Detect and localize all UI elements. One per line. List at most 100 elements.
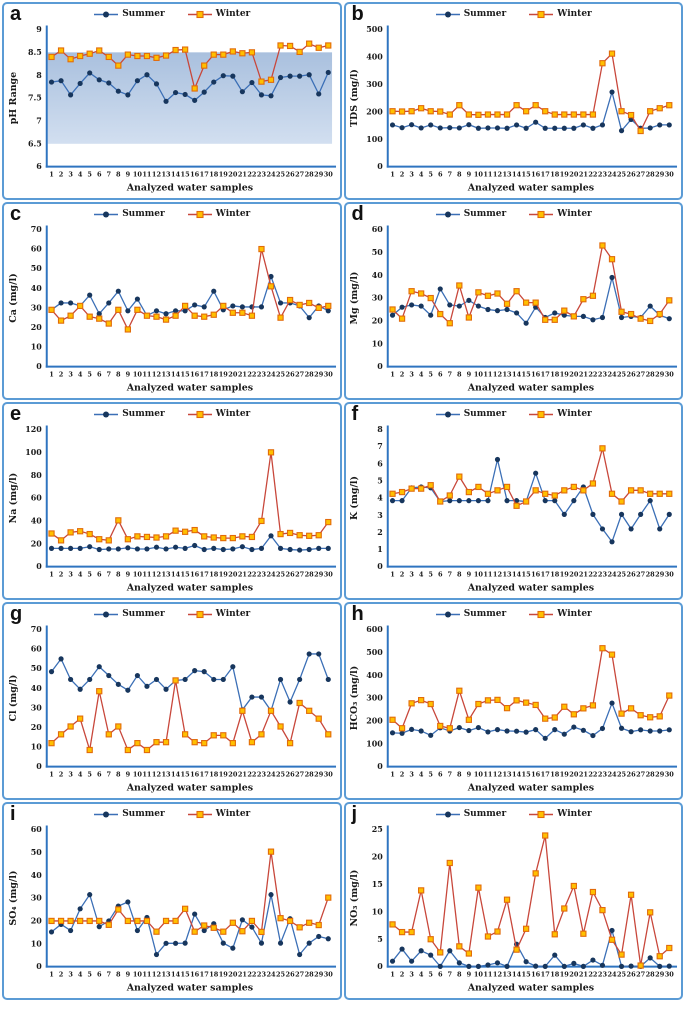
winter-marker [666,297,673,304]
x-tick-label: 20 [228,971,238,979]
summer-marker [485,125,491,131]
summer-marker [153,951,159,958]
x-tick-label: 7 [106,371,111,379]
y-axis-title: TDS (mg/l) [349,69,360,127]
x-tick-label: 5 [429,371,434,379]
legend-item-summer: Summer [435,809,506,819]
winter-marker [618,498,625,505]
y-tick-label: 100 [366,135,383,144]
x-tick-label: 30 [665,571,675,579]
summer-marker [628,526,634,532]
winter-marker [456,282,463,289]
winter-marker [513,288,520,295]
winter-marker [666,944,673,952]
winter-marker [277,915,284,922]
summer-marker [258,545,264,551]
summer-marker [399,125,405,131]
summer-marker [581,122,587,128]
x-tick-label: 6 [438,971,443,979]
winter-marker [286,740,293,747]
x-tick-label: 11 [484,971,493,979]
winter-marker [86,917,93,925]
x-tick-label: 30 [323,171,333,179]
x-tick-label: 18 [209,771,219,779]
winter-marker [570,711,578,718]
x-tick-label: 10 [474,371,484,379]
summer-marker [182,91,188,97]
x-tick-label: 12 [493,171,502,179]
x-tick-label: 8 [457,971,462,979]
winter-marker [408,928,415,936]
x-tick-label: 22 [247,571,256,579]
legend-item-winter: Winter [528,409,592,419]
y-tick-label: 30 [372,294,384,303]
winter-marker [124,51,131,58]
summer-marker [58,300,64,306]
x-tick-label: 17 [541,571,551,579]
summer-marker [523,125,529,131]
x-tick-label: 13 [161,571,171,579]
winter-marker [504,896,511,903]
y-tick-label: 9 [36,25,42,34]
winter-marker [153,54,160,61]
winter-marker [162,917,169,925]
x-tick-label: 20 [228,371,238,379]
x-tick-label: 26 [285,971,295,979]
winter-marker [248,312,255,319]
x-tick-label: 24 [608,971,618,979]
winter-marker [57,537,64,544]
y-tick-label: 5 [377,477,383,486]
legend: Summer Winter [4,807,340,821]
summer-line [51,534,329,551]
summer-marker [495,727,501,733]
legend-item-winter: Winter [187,9,251,19]
winter-marker [248,49,255,56]
x-tick-label: 7 [106,771,111,779]
x-tick-label: 5 [87,771,92,779]
summer-legend-marker-icon [435,211,460,217]
winter-marker [286,296,293,304]
winter-marker [494,928,501,935]
x-tick-label: 16 [531,371,541,379]
x-tick-label: 2 [400,971,405,979]
winter-marker [229,309,236,316]
x-tick-label: 21 [238,571,247,579]
y-tick-label: 30 [30,303,42,312]
y-tick-label: 60 [30,245,42,254]
x-tick-label: 4 [78,571,83,579]
x-tick-label: 18 [209,171,219,179]
summer-marker [230,303,236,309]
summer-marker [172,940,178,946]
summer-marker [437,963,444,969]
summer-marker [485,498,491,504]
y-tick-label: 4 [377,494,383,503]
y-tick-label: 400 [366,671,383,680]
legend-label-winter: Winter [215,9,251,19]
y-tick-label: 60 [30,494,42,503]
x-tick-label: 8 [116,171,121,179]
winter-marker [427,936,435,943]
winter-marker [296,48,303,56]
y-tick-label: 500 [366,648,383,657]
summer-marker [581,727,587,733]
winter-marker [647,108,654,115]
winter-marker [229,740,236,747]
winter-marker [551,931,559,938]
winter-marker [229,534,236,542]
winter-marker [618,710,625,717]
y-tick-label: 25 [372,825,383,834]
winter-marker [570,483,578,491]
x-tick-label: 9 [125,771,130,779]
x-tick-label: 24 [608,571,618,579]
winter-marker [485,490,492,497]
summer-marker [495,125,501,131]
summer-marker [590,511,596,517]
winter-marker [513,697,520,704]
winter-marker [399,488,406,496]
summer-marker [134,546,140,552]
chart-panel-c: c Summer Winter 0 10 20 30 40 50 60 70 1 2 3 4 5 6 7 8 9 10 1… [2,202,342,400]
summer-marker [201,89,207,95]
winter-marker [475,483,482,491]
panel-letter: i [10,803,16,825]
